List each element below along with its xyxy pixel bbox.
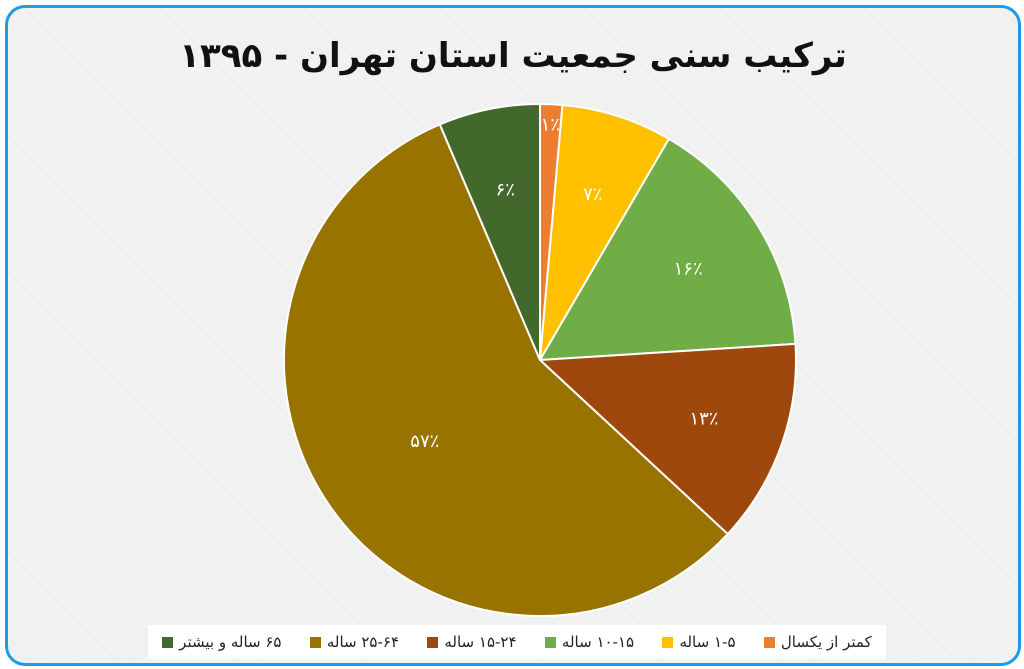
legend-label: ۱۰-۱۵ ساله <box>561 633 635 651</box>
legend-label: ۶۵ ساله و بیشتر <box>179 633 282 651</box>
chart-title: ترکیب سنی جمعیت استان تهران - ۱۳۹۵ <box>179 36 847 76</box>
legend-item: ۱۰-۱۵ ساله <box>544 633 635 651</box>
slice-data-label: ۱۶٪ <box>674 259 703 280</box>
legend-label: کمتر از یکسال <box>780 633 872 651</box>
pie-chart: ۱٪ ۷٪ ۱۶٪ ۱۳٪ ۵۷٪ ۶٪ <box>283 102 797 617</box>
legend-item: کمتر از یکسال <box>763 633 872 651</box>
slice-data-label: ۵۷٪ <box>410 431 439 452</box>
legend-label: ۱-۵ ساله <box>679 633 736 651</box>
legend-label: ۲۵-۶۴ ساله <box>326 633 400 651</box>
legend-item: ۱-۵ ساله <box>662 633 736 651</box>
pie-slice[interactable] <box>538 137 797 362</box>
legend-swatch <box>544 636 556 648</box>
legend-swatch <box>662 636 674 648</box>
legend-swatch <box>427 636 439 648</box>
pie-slice[interactable] <box>283 123 730 617</box>
slice-data-label: ۷٪ <box>583 184 602 205</box>
legend-label: ۱۵-۲۴ ساله <box>444 633 517 651</box>
legend-item: ۲۵-۶۴ ساله <box>309 633 400 651</box>
chart-legend: ۶۵ ساله و بیشتر ۲۵-۶۴ ساله ۱۵-۲۴ ساله ۱۰-۱۵… <box>148 625 886 659</box>
pie-slice[interactable] <box>537 342 797 536</box>
slice-data-label: ۶٪ <box>496 179 515 200</box>
slice-data-label: ۱۳٪ <box>689 408 718 429</box>
legend-item: ۱۵-۲۴ ساله <box>427 633 517 651</box>
slice-data-label: ۱٪ <box>541 115 560 136</box>
chart-frame: ترکیب سنی جمعیت استان تهران - ۱۳۹۵ ۱٪ ۷٪ ۱… <box>5 5 1021 666</box>
pie-slice[interactable] <box>539 103 671 361</box>
legend-swatch <box>162 636 174 648</box>
legend-swatch <box>309 636 321 648</box>
legend-swatch <box>763 636 775 648</box>
pie-slice[interactable] <box>438 102 541 361</box>
legend-item: ۶۵ ساله و بیشتر <box>162 633 281 651</box>
